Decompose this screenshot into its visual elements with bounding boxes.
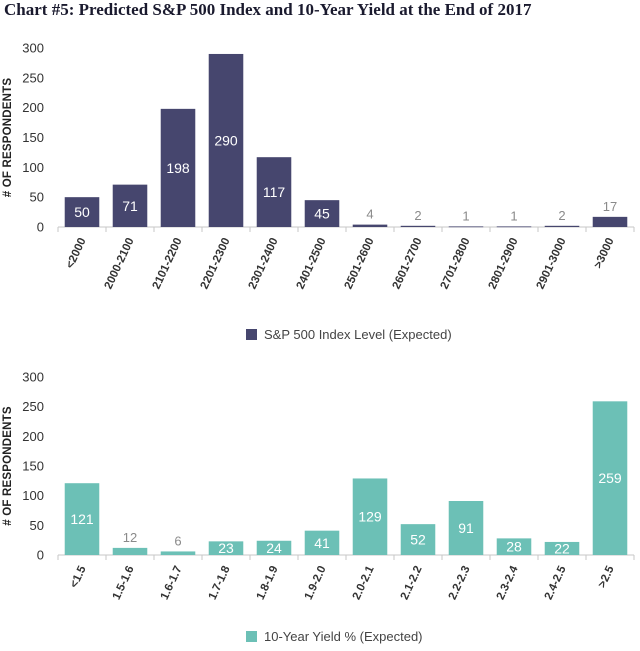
chart1-legend-swatch [246, 329, 257, 340]
chart1-category-label: 2000-2100 [103, 236, 137, 291]
chart2-category-label: 2.3-2.4 [495, 564, 521, 602]
chart1-category-label: 2201-2300 [199, 236, 233, 291]
chart2-bar [592, 401, 628, 555]
chart2-bar [304, 530, 340, 555]
chart1-bar [592, 216, 628, 227]
chart2-ytick-label: 100 [22, 488, 44, 503]
chart2-ytick-label: 250 [22, 399, 44, 414]
chart1-data-label: 45 [314, 206, 330, 222]
chart1-category-label: <2000 [64, 236, 89, 270]
chart1-bar [304, 200, 340, 227]
chart2-category-label: 1.6-1.7 [159, 564, 185, 602]
chart1-data-label: 71 [122, 198, 138, 214]
chart2-bar [256, 540, 292, 555]
chart1-bar [496, 226, 532, 228]
chart2-legend-label: 10-Year Yield % (Expected) [264, 629, 423, 644]
chart2-category-label: 2.4-2.5 [543, 564, 569, 602]
chart1-ytick-label: 100 [22, 160, 44, 175]
chart1-ytick-label: 150 [22, 130, 44, 145]
chart2-data-label: 121 [70, 511, 94, 527]
chart1-data-label: 2 [558, 208, 565, 223]
chart2-category-label: <1.5 [68, 564, 89, 590]
chart2-bar [64, 483, 100, 555]
chart1-bar [352, 224, 388, 227]
chart2-category-label: 1.7-1.8 [207, 564, 233, 602]
chart1-ytick-label: 300 [22, 41, 44, 56]
chart1-ytick-label: 250 [22, 70, 44, 85]
chart2-yaxis-title: # OF RESPONDENTS [2, 406, 14, 526]
chart1-data-label: 4 [366, 207, 373, 222]
chart1-category-label: 2101-2200 [151, 236, 185, 291]
chart1-category-label: 2901-3000 [535, 236, 569, 291]
chart2-category-label: 2.0-2.1 [351, 564, 377, 602]
chart2-bar [544, 541, 580, 555]
chart2-data-label: 129 [358, 509, 382, 525]
chart2-bar [352, 478, 388, 555]
chart1-category-label: 2701-2800 [439, 236, 473, 291]
chart2-bar [112, 547, 148, 555]
chart1-ytick-label: 50 [30, 190, 44, 205]
chart2-category-label: 2.2-2.3 [447, 564, 473, 602]
chart1-data-label: 290 [214, 132, 238, 148]
chart2-data-label: 259 [598, 470, 622, 486]
chart1-category-label: 2501-2600 [343, 236, 377, 291]
chart2-bar [448, 501, 484, 555]
chart1-category-label: 2601-2700 [391, 236, 425, 291]
chart1-data-label: 1 [462, 208, 469, 223]
chart2-bar [400, 524, 436, 555]
chart1-category-label: 2301-2400 [247, 236, 281, 291]
chart2-ytick-label: 150 [22, 459, 44, 474]
chart2-ytick-label: 300 [22, 370, 44, 385]
chart1-ytick-label: 0 [37, 220, 44, 235]
chart1-bar [64, 197, 100, 227]
chart1-data-label: 17 [603, 199, 617, 214]
chart1-ytick-label: 200 [22, 100, 44, 115]
chart2-bar [496, 538, 532, 555]
chart2-legend-swatch [246, 631, 257, 642]
chart2-data-label: 28 [506, 539, 522, 555]
chart1-bar [112, 184, 148, 227]
chart1-data-label: 1 [510, 208, 517, 223]
chart2-category-label: 2.1-2.2 [399, 564, 425, 602]
chart2-data-label: 6 [174, 533, 181, 548]
chart2-ytick-label: 200 [22, 429, 44, 444]
chart2-category-label: >2.5 [596, 564, 617, 590]
chart2-ytick-label: 0 [37, 548, 44, 563]
chart2-data-label: 41 [314, 535, 330, 551]
chart2-bar [160, 551, 196, 555]
chart2-data-label: 22 [554, 540, 570, 556]
chart1-legend-label: S&P 500 Index Level (Expected) [264, 327, 452, 342]
chart2-category-label: 1.9-2.0 [303, 564, 329, 602]
chart2-data-label: 12 [123, 530, 137, 545]
chart2-data-label: 91 [458, 520, 474, 536]
chart1-yaxis-title: # OF RESPONDENTS [2, 78, 14, 198]
chart1-data-label: 50 [74, 204, 90, 220]
chart2-bar [208, 541, 244, 555]
chart2-ytick-label: 50 [30, 518, 44, 533]
chart1-data-label: 2 [414, 208, 421, 223]
chart1-data-label: 117 [263, 184, 286, 200]
chart1-bar [400, 225, 436, 227]
chart1-bar [256, 157, 292, 227]
chart1-data-label: 198 [166, 160, 190, 176]
chart2-data-label: 23 [218, 540, 234, 556]
chart2-category-label: 1.5-1.6 [111, 564, 137, 602]
chart1-bar [160, 108, 196, 227]
chart-title: Chart #5: Predicted S&P 500 Index and 10… [4, 0, 532, 19]
chart2-category-label: 1.8-1.9 [255, 564, 281, 602]
chart1-category-label: 2401-2500 [295, 236, 329, 291]
chart1-bar [544, 225, 580, 227]
chart2-data-label: 24 [266, 540, 282, 556]
chart2-data-label: 52 [410, 532, 426, 548]
chart1-bar [208, 53, 244, 227]
chart1-category-label: >3000 [592, 236, 617, 270]
chart1-bar [448, 226, 484, 228]
chart1-category-label: 2801-2900 [487, 236, 521, 291]
